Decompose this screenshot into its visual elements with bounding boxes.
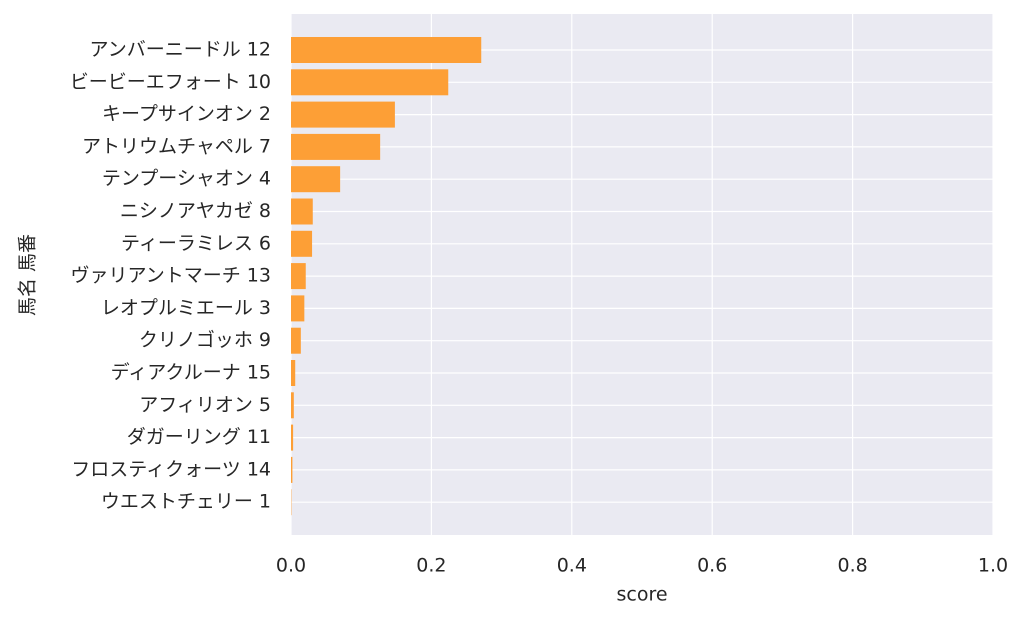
bar (291, 231, 312, 257)
y-axis-label: 馬名 馬番 (17, 234, 39, 316)
bar (291, 69, 448, 95)
bar (291, 328, 301, 354)
bar (291, 392, 294, 418)
bar (291, 263, 306, 289)
y-tick-label: ディアクルーナ 15 (111, 362, 271, 384)
x-axis-label: score (616, 584, 667, 606)
y-tick-label: フロスティクォーツ 14 (71, 458, 271, 480)
y-tick-label: アンバーニードル 12 (90, 39, 271, 61)
y-tick-label: ビービーエフォート 10 (70, 71, 271, 93)
y-tick-label: ヴァリアントマーチ 13 (71, 265, 271, 287)
y-tick-label: ニシノアヤカゼ 8 (120, 200, 271, 222)
bar (291, 134, 380, 160)
y-tick-label: クリノゴッホ 9 (139, 329, 271, 351)
x-tick-label: 0.2 (416, 555, 446, 577)
y-tick-label: テンプーシャオン 4 (102, 168, 271, 190)
y-tick-label: レオプルミエール 3 (101, 297, 271, 319)
y-tick-label: ダガーリング 11 (127, 426, 271, 448)
y-tick-label: ウエストチェリー 1 (101, 491, 271, 513)
x-tick-label: 0.6 (697, 555, 727, 577)
y-tick-label: アトリウムチャペル 7 (82, 135, 271, 157)
bar (291, 199, 313, 225)
bar (291, 102, 395, 128)
x-tick-label: 0.4 (557, 555, 587, 577)
bar (291, 360, 295, 386)
bar (291, 295, 304, 321)
x-tick-label: 0.8 (837, 555, 867, 577)
bar (291, 425, 293, 451)
bar (291, 166, 340, 192)
y-tick-label: ティーラミレス 6 (121, 232, 271, 254)
y-tick-label: アフィリオン 5 (139, 394, 271, 416)
x-tick-label: 0.0 (276, 555, 306, 577)
y-tick-label: キープサインオン 2 (102, 103, 271, 125)
bar (291, 457, 292, 483)
bar (291, 37, 481, 63)
x-tick-label: 1.0 (978, 555, 1008, 577)
